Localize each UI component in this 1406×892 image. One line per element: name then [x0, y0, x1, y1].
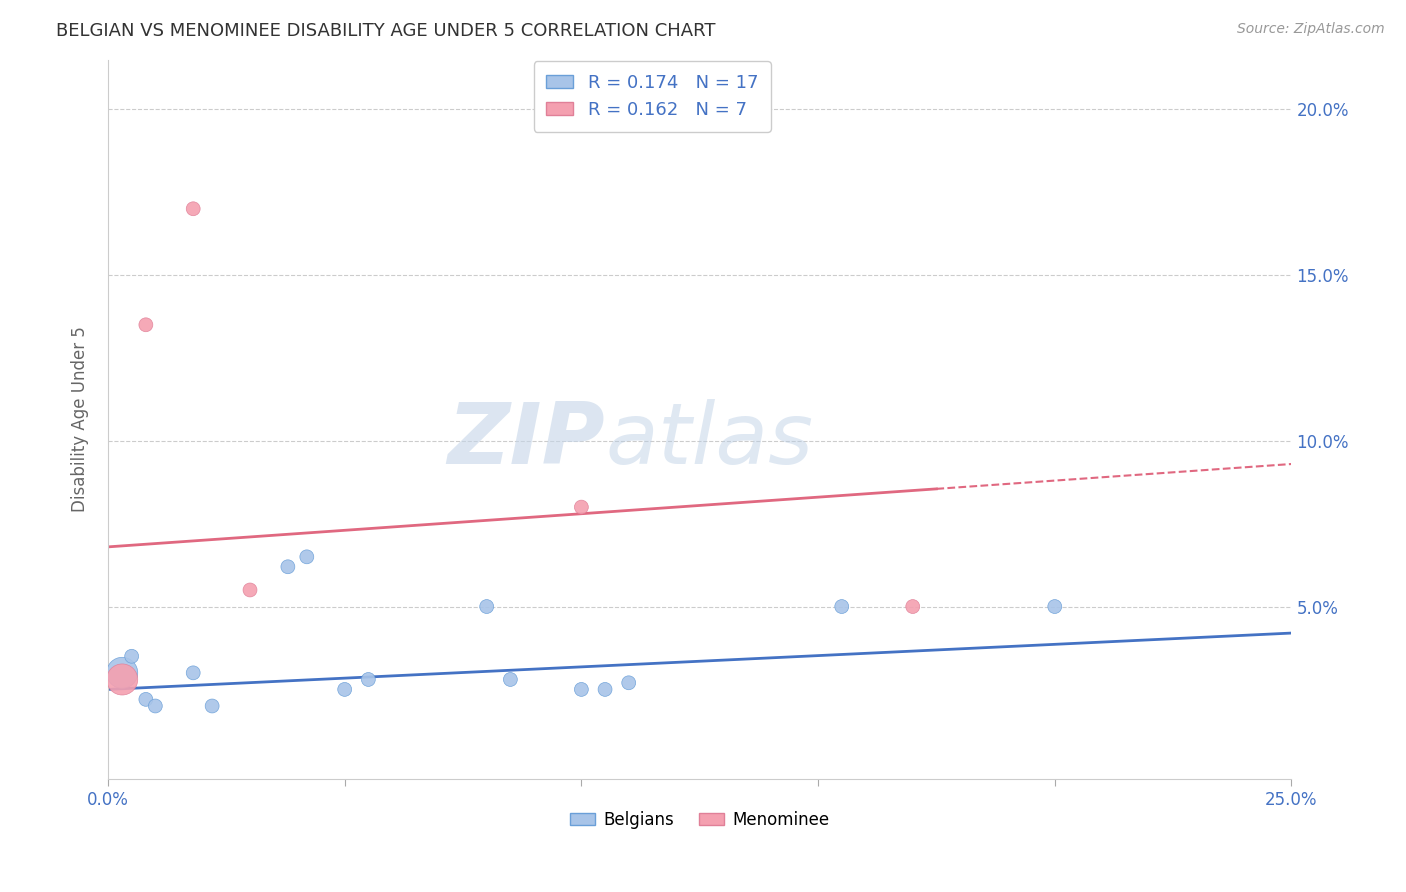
Point	[135, 692, 157, 706]
Point	[135, 318, 157, 332]
Point	[617, 675, 640, 690]
Point	[277, 559, 299, 574]
Text: Source: ZipAtlas.com: Source: ZipAtlas.com	[1237, 22, 1385, 37]
Point	[1043, 599, 1066, 614]
Point	[569, 500, 592, 514]
Point	[121, 649, 143, 664]
Legend: Belgians, Menominee: Belgians, Menominee	[564, 804, 837, 835]
Point	[357, 673, 380, 687]
Point	[475, 599, 498, 614]
Text: BELGIAN VS MENOMINEE DISABILITY AGE UNDER 5 CORRELATION CHART: BELGIAN VS MENOMINEE DISABILITY AGE UNDE…	[56, 22, 716, 40]
Point	[901, 599, 924, 614]
Point	[111, 673, 134, 687]
Point	[295, 549, 318, 564]
Point	[239, 582, 262, 597]
Point	[201, 698, 224, 713]
Point	[181, 665, 204, 680]
Point	[569, 682, 592, 697]
Text: atlas: atlas	[605, 400, 813, 483]
Point	[831, 599, 853, 614]
Text: ZIP: ZIP	[447, 400, 605, 483]
Point	[181, 202, 204, 216]
Point	[499, 673, 522, 687]
Point	[593, 682, 616, 697]
Point	[111, 665, 134, 680]
Point	[333, 682, 356, 697]
Point	[143, 698, 166, 713]
Y-axis label: Disability Age Under 5: Disability Age Under 5	[72, 326, 89, 512]
